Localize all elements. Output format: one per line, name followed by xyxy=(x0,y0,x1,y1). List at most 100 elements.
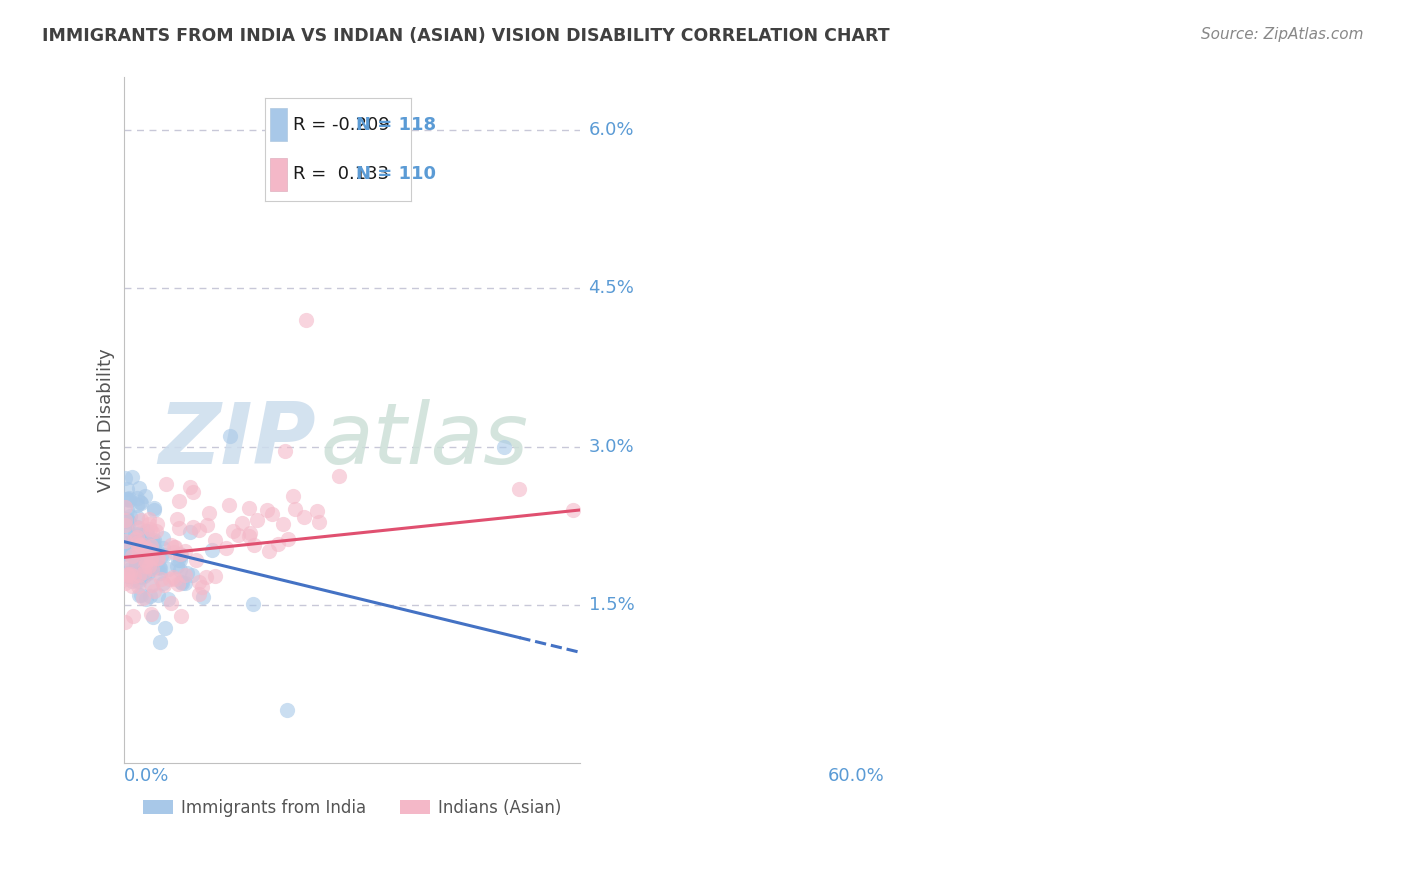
Point xyxy=(115,566,138,581)
Point xyxy=(160,538,183,552)
Point xyxy=(117,514,139,528)
Point xyxy=(277,532,299,546)
Point xyxy=(146,588,169,602)
Point xyxy=(184,553,207,567)
Point xyxy=(131,588,153,602)
Point xyxy=(129,513,152,527)
Point xyxy=(149,572,172,586)
Point xyxy=(281,489,304,503)
Point xyxy=(124,534,146,549)
Point xyxy=(118,566,141,581)
Point xyxy=(156,562,179,576)
Point xyxy=(260,507,283,521)
Point xyxy=(142,534,165,549)
Point xyxy=(138,530,160,544)
Point xyxy=(145,524,167,538)
Point xyxy=(170,575,193,590)
Point xyxy=(188,574,211,589)
Point xyxy=(117,543,139,558)
Point xyxy=(127,530,149,544)
Point xyxy=(128,567,150,582)
Text: atlas: atlas xyxy=(321,400,529,483)
Point xyxy=(128,521,150,535)
Point xyxy=(166,511,188,525)
Point xyxy=(181,568,204,582)
Point xyxy=(226,528,249,542)
Point xyxy=(149,561,172,575)
Point xyxy=(127,536,149,550)
Point xyxy=(132,538,155,552)
Point xyxy=(172,575,194,590)
Point xyxy=(118,547,141,561)
Point xyxy=(114,548,136,562)
Point xyxy=(117,524,139,538)
Point xyxy=(138,545,160,559)
Point xyxy=(188,587,211,601)
Point xyxy=(114,546,136,560)
Point xyxy=(139,543,162,558)
Point xyxy=(135,591,157,606)
Point xyxy=(118,568,141,582)
Point xyxy=(132,538,155,552)
Point xyxy=(128,562,150,576)
Point xyxy=(120,562,142,576)
Point xyxy=(117,566,139,580)
Point xyxy=(138,547,160,561)
Point xyxy=(124,532,146,546)
Point xyxy=(190,580,212,594)
Point xyxy=(163,540,186,554)
Point xyxy=(135,524,157,539)
Point xyxy=(142,533,165,548)
Point xyxy=(141,578,163,592)
Point xyxy=(246,513,269,527)
Point xyxy=(125,566,148,580)
Point xyxy=(155,477,177,491)
Point xyxy=(135,524,157,538)
Point xyxy=(141,562,163,576)
Point xyxy=(152,578,174,592)
Point xyxy=(181,484,204,499)
Point xyxy=(167,521,190,535)
Point xyxy=(132,565,155,579)
Point xyxy=(134,489,156,503)
Point xyxy=(176,566,198,580)
Point xyxy=(114,615,136,630)
Point xyxy=(188,524,211,538)
Point xyxy=(122,608,145,623)
Point xyxy=(136,544,159,558)
Point xyxy=(166,552,188,566)
Point xyxy=(276,703,298,717)
Point xyxy=(115,514,138,528)
Point xyxy=(146,551,169,566)
Point xyxy=(141,550,163,565)
Text: 4.5%: 4.5% xyxy=(589,279,634,297)
Point xyxy=(159,573,181,587)
Point xyxy=(139,578,162,592)
Point xyxy=(115,482,138,496)
Point xyxy=(201,543,224,558)
Point xyxy=(307,504,329,518)
Point xyxy=(134,553,156,567)
Point xyxy=(115,539,138,553)
Point xyxy=(204,568,226,582)
Point xyxy=(120,557,142,571)
Text: 0.0%: 0.0% xyxy=(124,767,169,785)
Point xyxy=(128,547,150,561)
Point xyxy=(166,577,188,591)
Point xyxy=(129,538,152,552)
Point xyxy=(115,512,138,526)
Point xyxy=(146,516,169,531)
Point xyxy=(266,536,288,550)
Point xyxy=(118,515,141,529)
Point xyxy=(125,543,148,558)
Point xyxy=(308,515,330,529)
Point xyxy=(166,558,188,573)
Point xyxy=(139,589,162,603)
Point xyxy=(160,596,183,610)
Point xyxy=(136,565,159,579)
Point xyxy=(173,544,195,558)
Point xyxy=(132,569,155,583)
Point xyxy=(273,516,295,531)
Point xyxy=(179,480,201,494)
Point xyxy=(114,572,136,586)
